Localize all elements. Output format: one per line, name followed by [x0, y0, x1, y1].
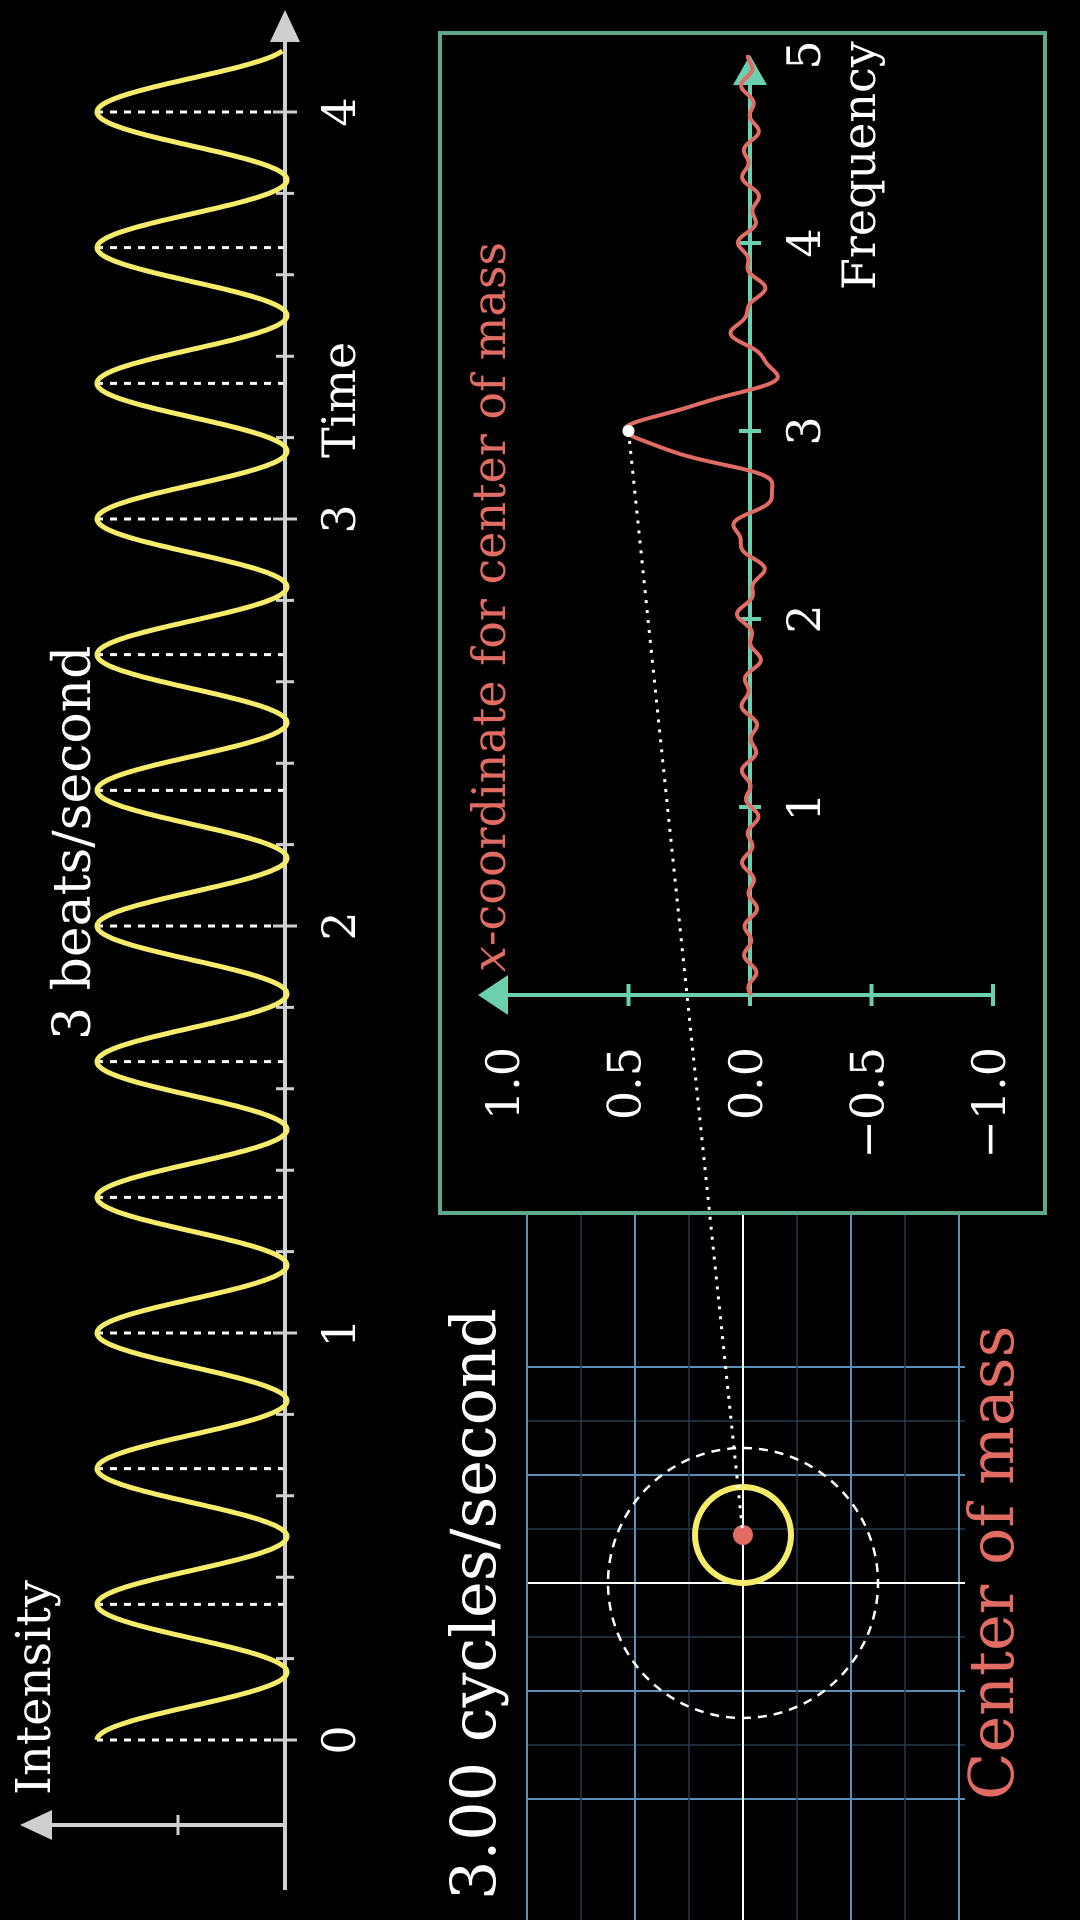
center-of-mass-label: Center of mass — [955, 1326, 1028, 1800]
time-label: Time — [312, 342, 366, 458]
wound-graph — [692, 1484, 794, 1586]
frequency-tick-label: 1 — [777, 792, 831, 821]
winding-panel: 3.00 cycles/second Center of mass — [437, 1213, 1028, 1920]
beats-label: 3 beats/second — [43, 646, 103, 1040]
frequency-tick-label: 3 — [777, 416, 831, 445]
frequency-tick-label: 4 — [777, 228, 831, 257]
time-tick-marks — [273, 110, 297, 1742]
x-coordinate-math: x — [462, 946, 516, 972]
value-axis-arrow — [478, 975, 508, 1015]
value-tick-label: −0.5 — [841, 1047, 895, 1159]
time-tick-label: 3 — [312, 504, 366, 533]
x-coordinate-label: x-coordinate for center of mass — [462, 242, 516, 972]
value-tick-label: 1.0 — [476, 1047, 530, 1120]
frequency-tick-label: 5 — [777, 40, 831, 69]
value-tick-label: 0.5 — [598, 1047, 652, 1120]
transform-curve — [622, 54, 780, 997]
frequency-ticks: 1 2 3 4 5 — [739, 40, 831, 822]
time-tick-label: 4 — [312, 97, 366, 126]
signal-panel: 0 1 2 3 4 Intensity Time 3 beats/second — [6, 10, 366, 1890]
intensity-label: Intensity — [6, 1580, 62, 1795]
transform-panel: 1.0 0.5 0.0 −0.5 −1.0 1 2 3 4 5 x-coordinate for… — [438, 31, 1047, 1536]
max-radius-circle — [606, 1446, 880, 1720]
center-of-mass-dot — [733, 1525, 753, 1545]
connector-dotted-line — [627, 430, 745, 1536]
value-tick-label: 0.0 — [719, 1047, 773, 1120]
intensity-axis-arrow — [20, 1810, 52, 1840]
value-tick-label: −1.0 — [962, 1047, 1016, 1159]
value-ticks: 1.0 0.5 0.0 −0.5 −1.0 — [476, 984, 1016, 1159]
time-axis-arrow — [270, 10, 300, 42]
transform-frame — [438, 31, 1047, 1215]
rotated-scene: 0 1 2 3 4 Intensity Time 3 beats/second 3.00… — [6, 10, 1047, 1920]
signal-wave — [94, 48, 290, 1741]
x-coordinate-text: -coordinate for center of mass — [462, 242, 516, 946]
frequency-label: Frequency — [832, 41, 886, 290]
cycles-label: 3.00 cycles/second — [437, 1308, 510, 1900]
time-tick-label: 0 — [312, 1725, 366, 1754]
frequency-axis-arrow — [733, 55, 767, 85]
winding-grid — [526, 1213, 965, 1920]
time-tick-labels: 0 1 2 3 4 — [312, 97, 366, 1754]
time-tick-label: 1 — [312, 1318, 366, 1347]
time-tick-label: 2 — [312, 911, 366, 940]
peak-dashed-lines — [97, 110, 285, 1742]
frequency-tick-label: 2 — [777, 604, 831, 633]
